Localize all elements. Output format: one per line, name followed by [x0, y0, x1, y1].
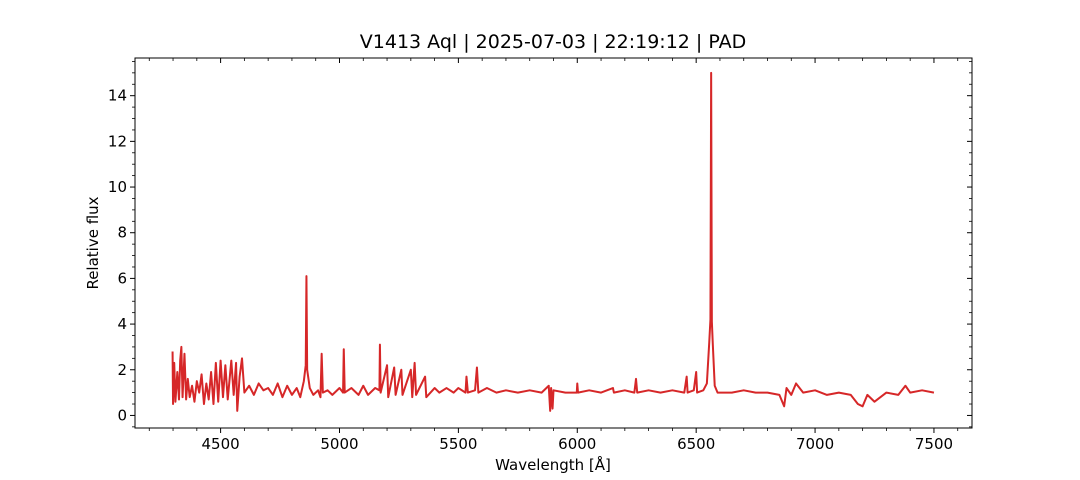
y-tick-label: 14: [108, 87, 127, 105]
y-axis-label: Relative flux: [84, 196, 102, 289]
x-tick-label: 5500: [439, 435, 477, 453]
axis-ticks: 4500 5000 5500 6000 6500 7000 7500 0 2 4 6 8 10 12 14: [108, 58, 972, 453]
y-tick-label: 12: [108, 132, 127, 150]
x-tick-label: 7500: [915, 435, 953, 453]
x-tick-label: 4500: [202, 435, 240, 453]
x-axis-label: Wavelength [Å]: [495, 455, 611, 474]
x-tick-label: 7000: [796, 435, 834, 453]
x-tick-label: 5000: [320, 435, 358, 453]
y-tick-label: 10: [108, 178, 127, 196]
y-tick-label: 2: [117, 361, 127, 379]
y-tick-label: 4: [117, 315, 127, 333]
y-tick-label: 8: [117, 224, 127, 242]
chart-title: V1413 Aql | 2025-07-03 | 22:19:12 | PAD: [360, 31, 746, 53]
x-tick-label: 6000: [558, 435, 596, 453]
plot-frame: [134, 57, 973, 429]
y-tick-label: 0: [117, 406, 127, 424]
x-tick-label: 6500: [677, 435, 715, 453]
plot-area: [171, 71, 935, 412]
spectrum-series-line: [171, 71, 935, 412]
y-tick-label: 6: [117, 269, 127, 287]
